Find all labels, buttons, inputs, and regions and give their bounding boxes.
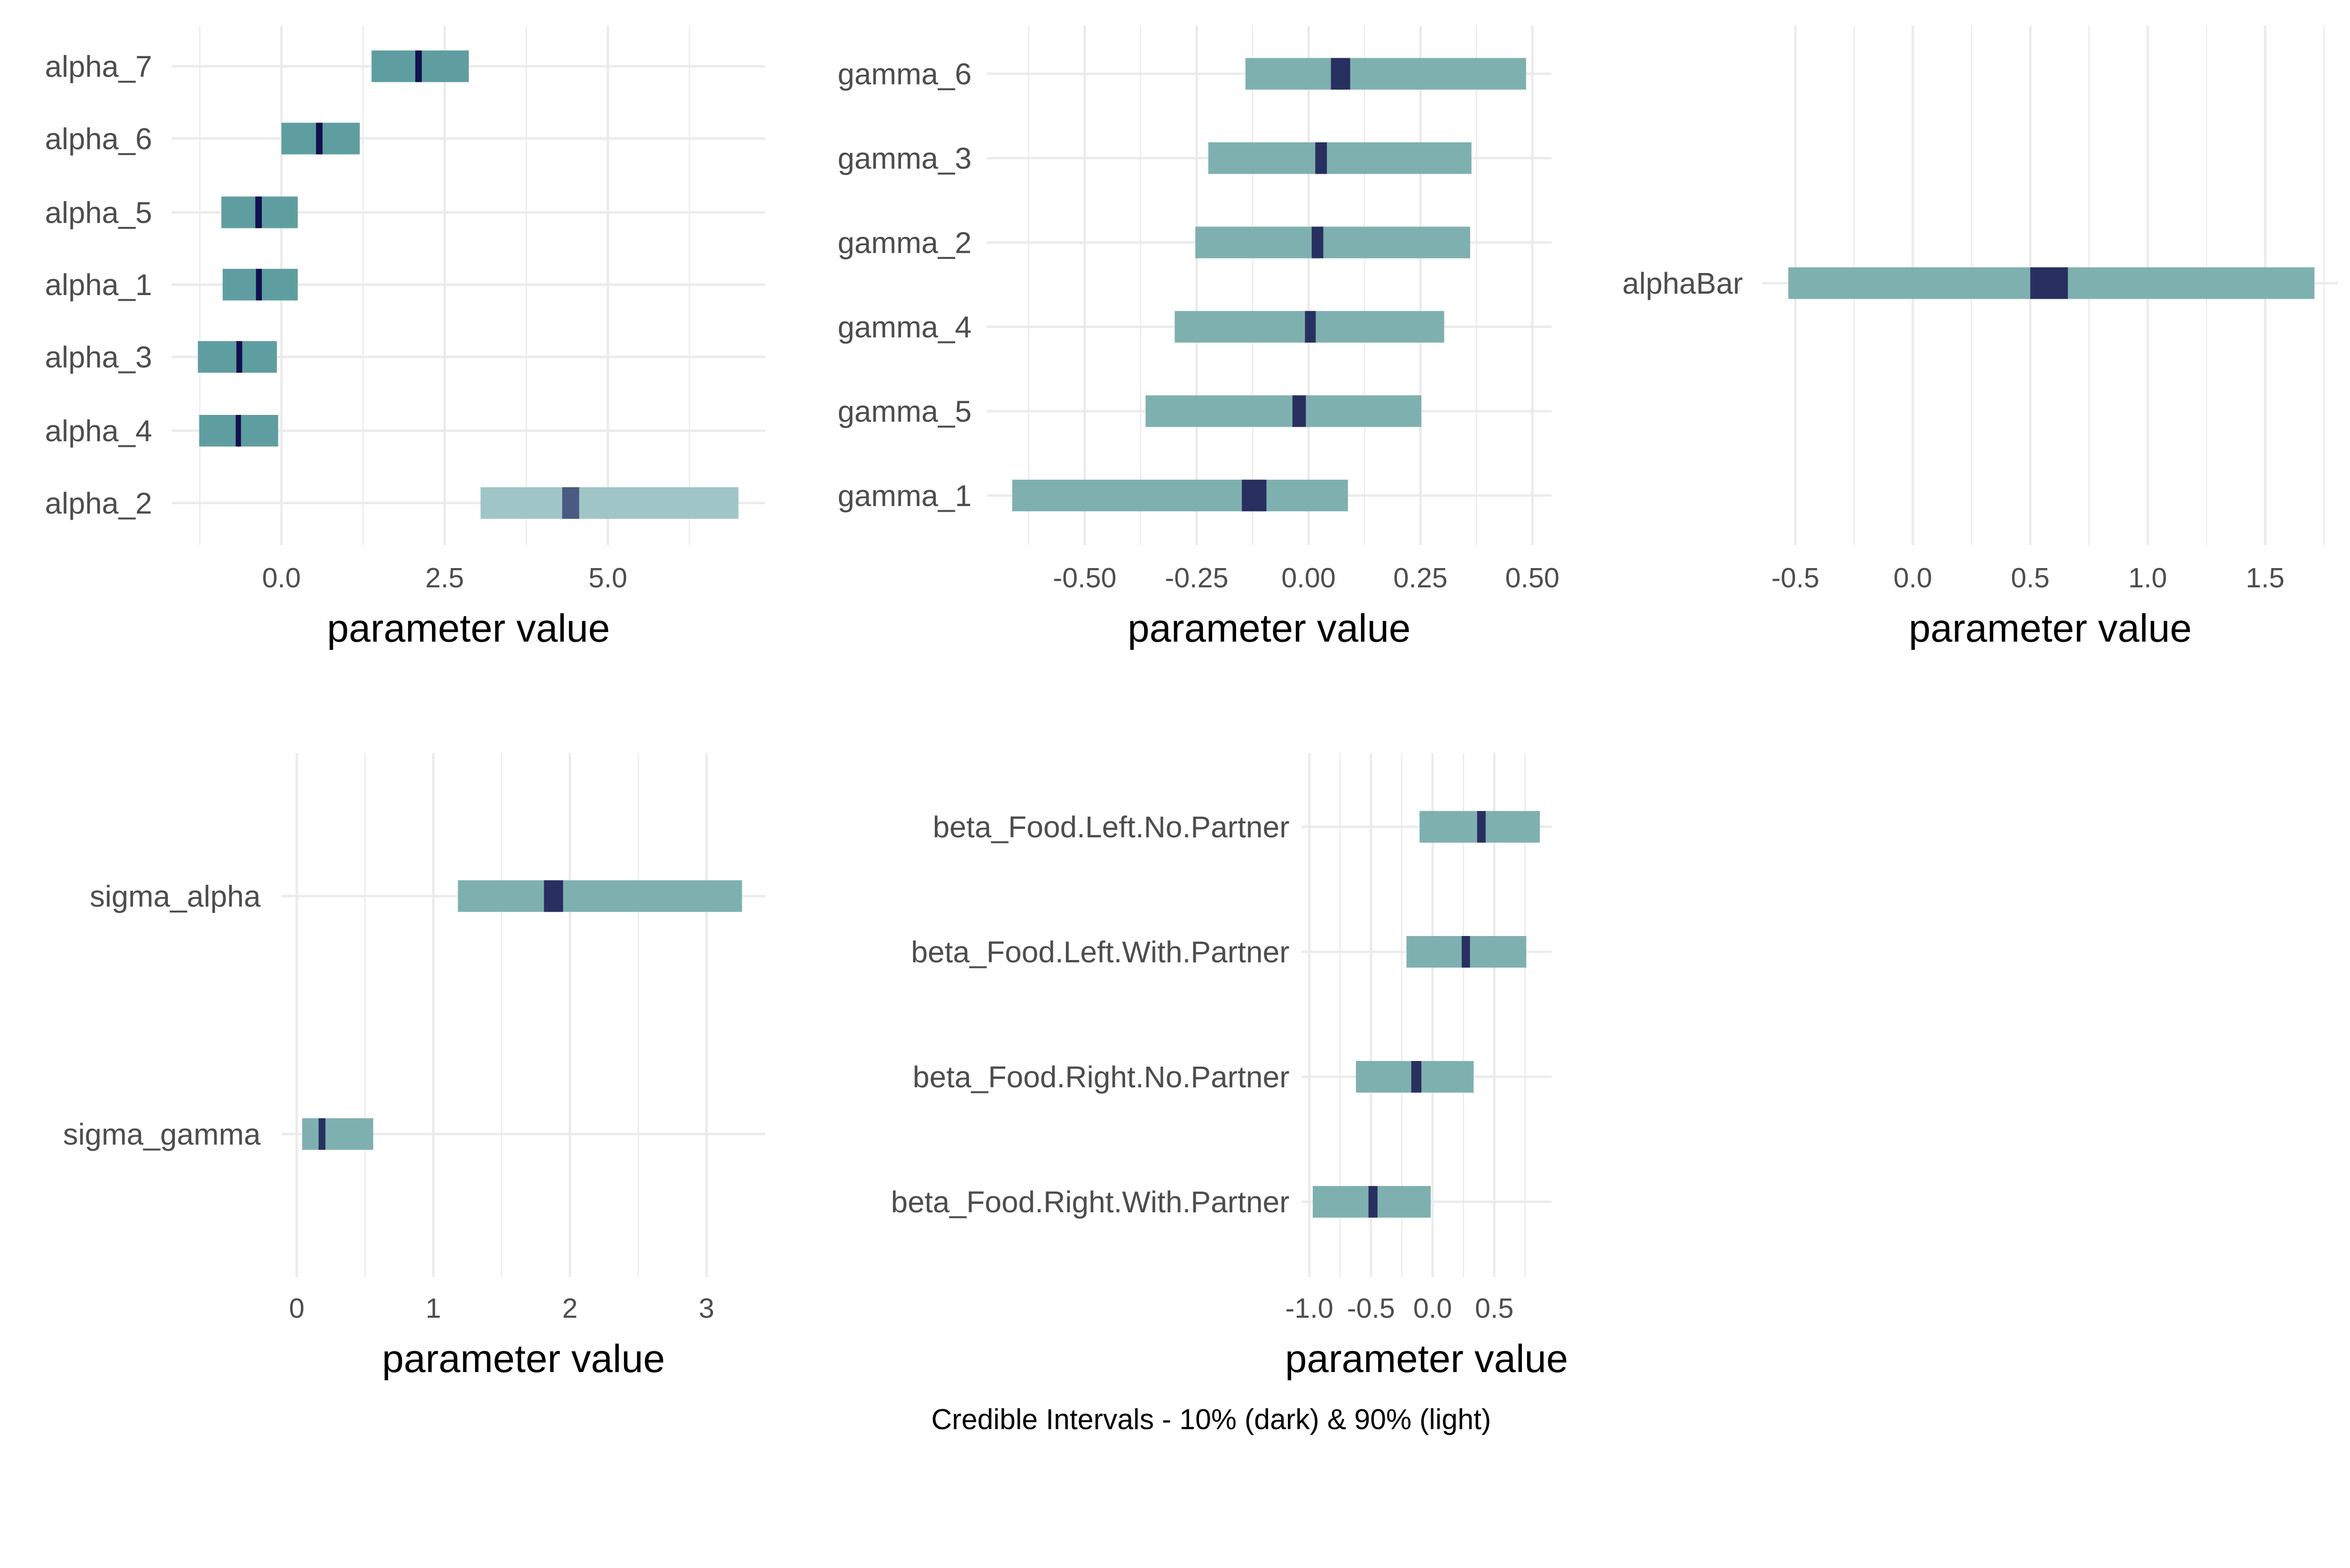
credible-intervals-figure: Credible Intervals - 10% (dark) & 90% (l… <box>45 25 2338 1435</box>
interval-10-bar <box>255 196 262 228</box>
interval-10-bar <box>1411 1061 1422 1093</box>
x-tick-label: -0.5 <box>1347 1292 1395 1324</box>
interval-90-bar <box>1208 142 1472 174</box>
y-tick-label: beta_Food.Left.No.Partner <box>933 810 1290 844</box>
x-axis-title: parameter value <box>1128 606 1410 650</box>
y-tick-label: gamma_3 <box>838 141 971 175</box>
y-tick-label: alpha_3 <box>45 340 152 374</box>
x-tick-label: 0.50 <box>1505 562 1559 593</box>
panel-2: -0.50 -0.25 0.00 0.25 0.50 gamma_6 gamma_3gamm… <box>838 25 1559 650</box>
interval-90-bar <box>1145 395 1422 427</box>
y-tick-label: alpha_6 <box>45 122 152 156</box>
y-tick-label: beta_Food.Right.With.Partner <box>891 1185 1290 1219</box>
x-tick-label: 2.5 <box>425 562 464 593</box>
panel-3: -0.5 0.0 0.5 1.0 1.5 alphaBar parameter value <box>1622 25 2338 650</box>
interval-90-bar <box>1012 479 1348 512</box>
figure-caption: Credible Intervals - 10% (dark) & 90% (l… <box>931 1404 1491 1435</box>
x-tick-label: 2 <box>562 1292 578 1324</box>
interval-90-bar <box>302 1118 374 1150</box>
x-axis-title: parameter value <box>382 1337 665 1381</box>
x-tick-label: 1.0 <box>2128 562 2167 593</box>
x-tick-label: 5.0 <box>588 562 627 593</box>
y-tick-label: sigma_gamma <box>63 1117 261 1151</box>
y-tick-label: gamma_2 <box>838 226 971 259</box>
interval-10-bar <box>562 487 580 519</box>
x-tick-label: -1.0 <box>1285 1292 1333 1324</box>
y-tick-label: alphaBar <box>1622 266 1743 300</box>
x-axis-title: parameter value <box>1285 1337 1568 1381</box>
y-tick-label: sigma_alpha <box>90 879 261 913</box>
y-tick-label: gamma_1 <box>838 479 971 513</box>
interval-10-bar <box>236 341 243 373</box>
x-tick-label: 0.5 <box>1475 1292 1513 1324</box>
interval-90-bar <box>458 880 742 912</box>
panel-5: -1.0 -0.5 0.0 0.5 beta_Food.Left.No.Partnerb… <box>891 753 1568 1381</box>
x-tick-label: -0.50 <box>1053 562 1116 593</box>
x-tick-label: 1 <box>425 1292 441 1324</box>
interval-10-bar <box>1462 936 1470 968</box>
x-tick-label: 3 <box>699 1292 714 1324</box>
panel-1: 0.0 2.5 5.0 alpha_7 alpha_6 alpha_5 alpha_1alp… <box>45 25 766 650</box>
y-tick-label: gamma_5 <box>838 394 971 428</box>
y-tick-label: alpha_4 <box>45 414 152 448</box>
interval-10-bar <box>415 50 422 82</box>
interval-10-bar <box>1305 311 1316 343</box>
interval-90-bar <box>480 487 739 519</box>
interval-10-bar <box>256 269 262 301</box>
interval-10-bar <box>1242 479 1267 512</box>
interval-10-bar <box>1311 226 1324 258</box>
x-tick-label: -0.5 <box>1771 562 1819 593</box>
interval-10-bar <box>235 415 241 447</box>
x-tick-label: 0.25 <box>1394 562 1448 593</box>
y-tick-label: beta_Food.Right.No.Partner <box>913 1060 1290 1094</box>
y-tick-label: alpha_2 <box>45 486 152 520</box>
interval-10-bar <box>544 880 564 912</box>
interval-10-bar <box>316 123 323 155</box>
interval-10-bar <box>1292 395 1306 427</box>
x-axis-title: parameter value <box>1909 606 2192 650</box>
interval-10-bar <box>1477 811 1486 843</box>
x-tick-label: 0.00 <box>1281 562 1335 593</box>
x-tick-label: 0.0 <box>1413 1292 1452 1324</box>
y-tick-label: alpha_1 <box>45 268 152 302</box>
interval-90-bar <box>1245 58 1526 90</box>
y-tick-label: alpha_7 <box>45 49 152 83</box>
x-tick-label: -0.25 <box>1165 562 1228 593</box>
interval-10-bar <box>1368 1186 1378 1218</box>
x-axis-title: parameter value <box>327 606 610 650</box>
interval-10-bar <box>318 1118 326 1150</box>
y-tick-label: gamma_4 <box>838 310 971 344</box>
y-tick-label: beta_Food.Left.With.Partner <box>911 935 1289 969</box>
interval-10-bar <box>2030 267 2068 299</box>
panel-4: 0 1 2 3 sigma_alpha sigma_gamma parameter valu… <box>63 753 766 1381</box>
x-tick-label: 1.5 <box>2246 562 2284 593</box>
x-tick-label: 0.0 <box>262 562 301 593</box>
interval-10-bar <box>1331 58 1350 90</box>
x-tick-label: 0 <box>289 1292 305 1324</box>
x-tick-label: 0.0 <box>1894 562 1932 593</box>
y-tick-label: gamma_6 <box>838 57 971 91</box>
x-tick-label: 0.5 <box>2011 562 2049 593</box>
y-tick-label: alpha_5 <box>45 195 152 229</box>
interval-10-bar <box>1315 142 1327 174</box>
interval-90-bar <box>1195 226 1470 258</box>
